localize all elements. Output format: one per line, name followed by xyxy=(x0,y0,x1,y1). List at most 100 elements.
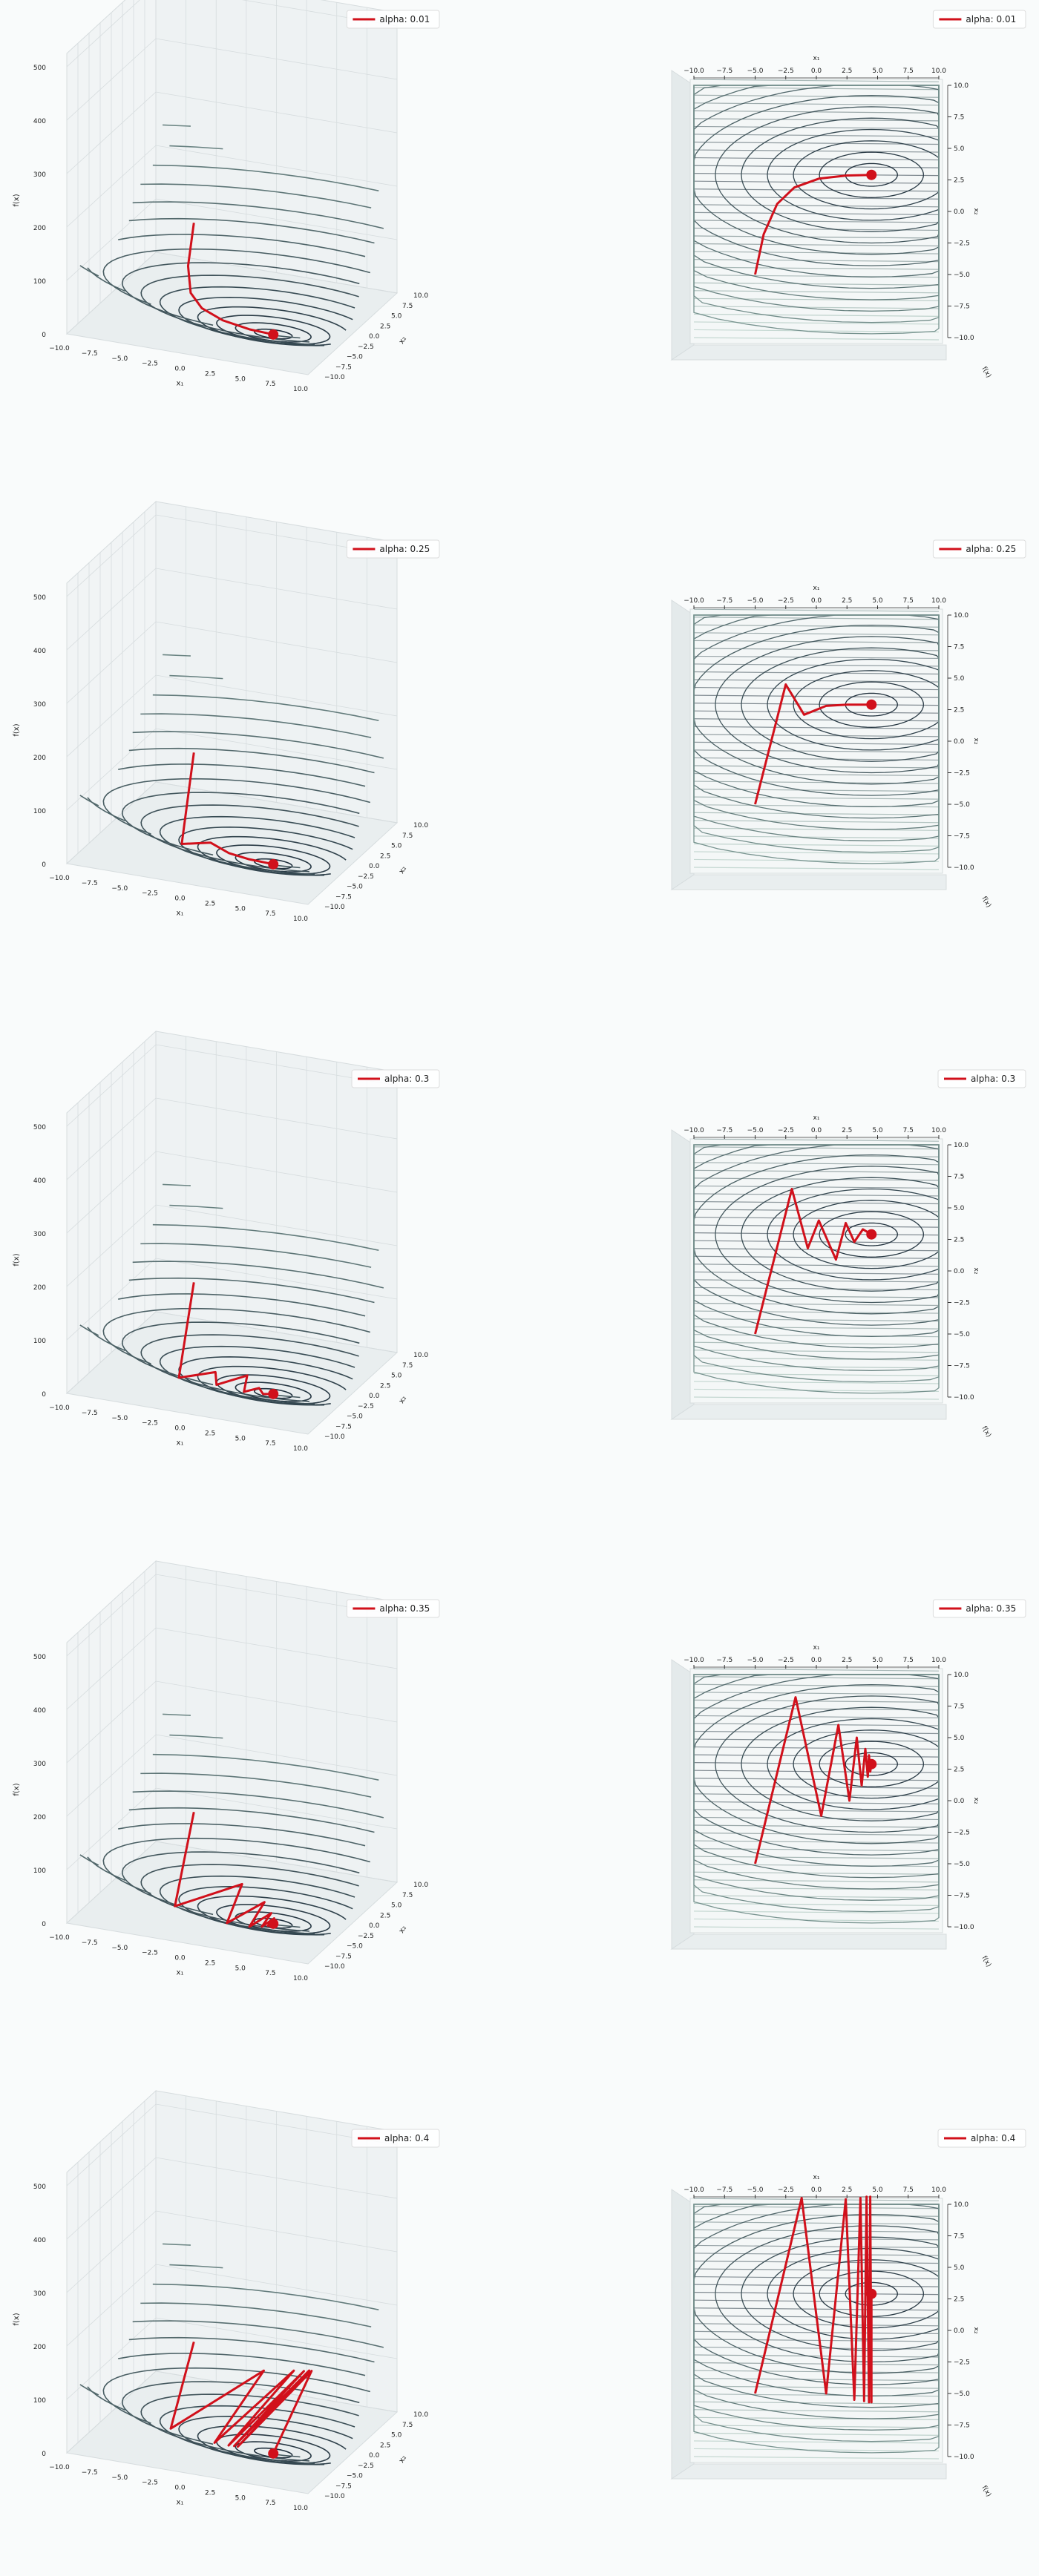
x1-tick-label: −5.0 xyxy=(747,68,764,75)
contour-line xyxy=(693,2204,940,2454)
x2-tick-label: −10.0 xyxy=(954,1924,974,1931)
surface-band xyxy=(693,235,940,239)
contour-line xyxy=(767,658,940,751)
surface-contour xyxy=(159,815,355,875)
surface-plot: 0 100 200 300 400 500 f(x) −10.0 −7.5 −5.0 −2.5 0.0… xyxy=(13,0,440,393)
x2-tick-label: 2.5 xyxy=(954,1767,964,1774)
surface-band xyxy=(693,648,940,651)
x1-tick-label: −10.0 xyxy=(49,1934,70,1942)
x2-tick-label: 7.5 xyxy=(954,1703,964,1711)
x1-tick-label: 10.0 xyxy=(293,916,308,923)
contour-line xyxy=(793,1729,940,1799)
contour-line xyxy=(741,647,940,762)
x1-tick-label: −7.5 xyxy=(82,2469,98,2477)
surface-contour xyxy=(169,2264,223,2269)
surface-band xyxy=(693,2425,940,2428)
z-axis-label: f(x) xyxy=(13,2313,21,2325)
x2-tick-label: −2.5 xyxy=(954,2359,970,2367)
x2-tick-label: 5.0 xyxy=(954,2264,965,2272)
x2-tick-label: 10.0 xyxy=(413,2411,428,2419)
surface-band xyxy=(693,2339,940,2342)
x2-tick-label: 2.5 xyxy=(380,852,390,860)
x2-tick-label: 0.0 xyxy=(954,1798,965,1805)
z-tick-label: 400 xyxy=(33,1707,46,1715)
surface-band xyxy=(693,2456,940,2460)
x1-tick-label: 0.0 xyxy=(174,2485,186,2492)
x2-tick-label: −7.5 xyxy=(335,2483,352,2490)
surface-plot: 0 100 200 300 400 500 f(x) −10.0 −7.5 −5.0 −2.5 0.0… xyxy=(13,500,440,923)
surface-band xyxy=(693,306,940,309)
x1-tick-label: 2.5 xyxy=(842,1127,852,1134)
grid-line xyxy=(66,145,398,228)
x2-tick-label: −10.0 xyxy=(954,864,974,872)
surface-contour xyxy=(235,1381,312,1402)
contour-line xyxy=(767,1188,940,1281)
legend-box xyxy=(351,1069,440,1088)
x1-tick-label: 7.5 xyxy=(265,381,275,388)
x2-tick-label: 0.0 xyxy=(369,1922,380,1930)
surface-contour xyxy=(128,1807,375,1833)
x1-tick-label: 7.5 xyxy=(265,910,275,918)
x1-tick-label: 10.0 xyxy=(293,1975,308,1982)
surface-contour xyxy=(235,1911,312,1932)
x2-tick-label: −2.5 xyxy=(358,2462,374,2470)
x2-tick-label: −2.5 xyxy=(954,1830,970,1837)
x2-axis-label: x₂ xyxy=(972,1268,980,1275)
x1-tick-label: −7.5 xyxy=(716,1657,732,1664)
legend-label: alpha: 0.4 xyxy=(971,2133,1015,2143)
surface-band xyxy=(693,663,940,667)
z-tick-label: 400 xyxy=(33,648,46,655)
surface-contour xyxy=(169,1204,223,1209)
surface-contour xyxy=(102,1307,370,1364)
surface-band xyxy=(693,1692,940,1695)
z-tick-label: 0 xyxy=(42,861,46,869)
legend-label: alpha: 0.3 xyxy=(384,1074,429,1084)
surface-band xyxy=(693,2213,940,2217)
x1-tick-label: 5.0 xyxy=(235,905,246,913)
surface-band xyxy=(693,749,940,753)
surface-band xyxy=(693,632,940,636)
x1-tick-label: −5.0 xyxy=(747,1127,764,1134)
surface-band xyxy=(693,1887,940,1890)
contour-line xyxy=(767,128,940,221)
contour-line xyxy=(741,2236,940,2351)
surface-band xyxy=(693,2401,940,2405)
grid-line xyxy=(66,1574,398,1657)
descent-path xyxy=(754,1696,873,1864)
surface-band xyxy=(693,79,940,82)
surface-contour xyxy=(140,1864,359,1932)
surface-band xyxy=(693,1216,940,1220)
x1-tick-label: 7.5 xyxy=(265,2500,275,2507)
surface-band xyxy=(693,1871,940,1875)
x1-tick-label: 5.0 xyxy=(872,68,883,75)
surface-contour xyxy=(159,1345,355,1405)
x2-tick-label: 5.0 xyxy=(391,843,402,850)
x1-axis-label: x₁ xyxy=(813,55,820,62)
surface-contour xyxy=(140,183,372,208)
x2-tick-label: 2.5 xyxy=(380,323,390,330)
x1-tick-label: 10.0 xyxy=(931,68,946,75)
x1-tick-label: 10.0 xyxy=(293,1445,308,1453)
surface-band xyxy=(693,789,940,792)
surface-contour xyxy=(128,747,375,774)
surface-contour xyxy=(102,2367,370,2424)
surface-band xyxy=(693,87,940,91)
grid-line xyxy=(66,1151,398,1234)
surface-contour xyxy=(140,804,359,873)
x1-tick-label: 5.0 xyxy=(235,1435,246,1442)
grid-line xyxy=(66,728,398,811)
surface-band xyxy=(693,1918,940,1922)
surface-band xyxy=(693,1723,940,1726)
contour-plot: −10.0 −7.5 −5.0 −2.5 0.0 2.5 5.0 7.5 10.0 x₁ −10.0… xyxy=(670,2129,1026,2498)
surface-plot: 0 100 200 300 400 500 f(x) −10.0 −7.5 −5.0 −2.5 0.0… xyxy=(13,1560,440,1982)
x2-tick-label: 2.5 xyxy=(954,177,964,185)
x2-tick-label: 0.0 xyxy=(954,1268,965,1275)
legend-label: alpha: 0.35 xyxy=(379,1603,430,1614)
contour-line xyxy=(819,681,925,728)
z-tick-label: 100 xyxy=(33,2397,46,2405)
surface-band xyxy=(693,118,940,122)
x1-tick-label: −2.5 xyxy=(778,1127,794,1134)
surface-band xyxy=(693,1232,940,1236)
x1-tick-label: −5.0 xyxy=(111,1415,128,1422)
x1-tick-label: 0.0 xyxy=(811,1657,822,1664)
